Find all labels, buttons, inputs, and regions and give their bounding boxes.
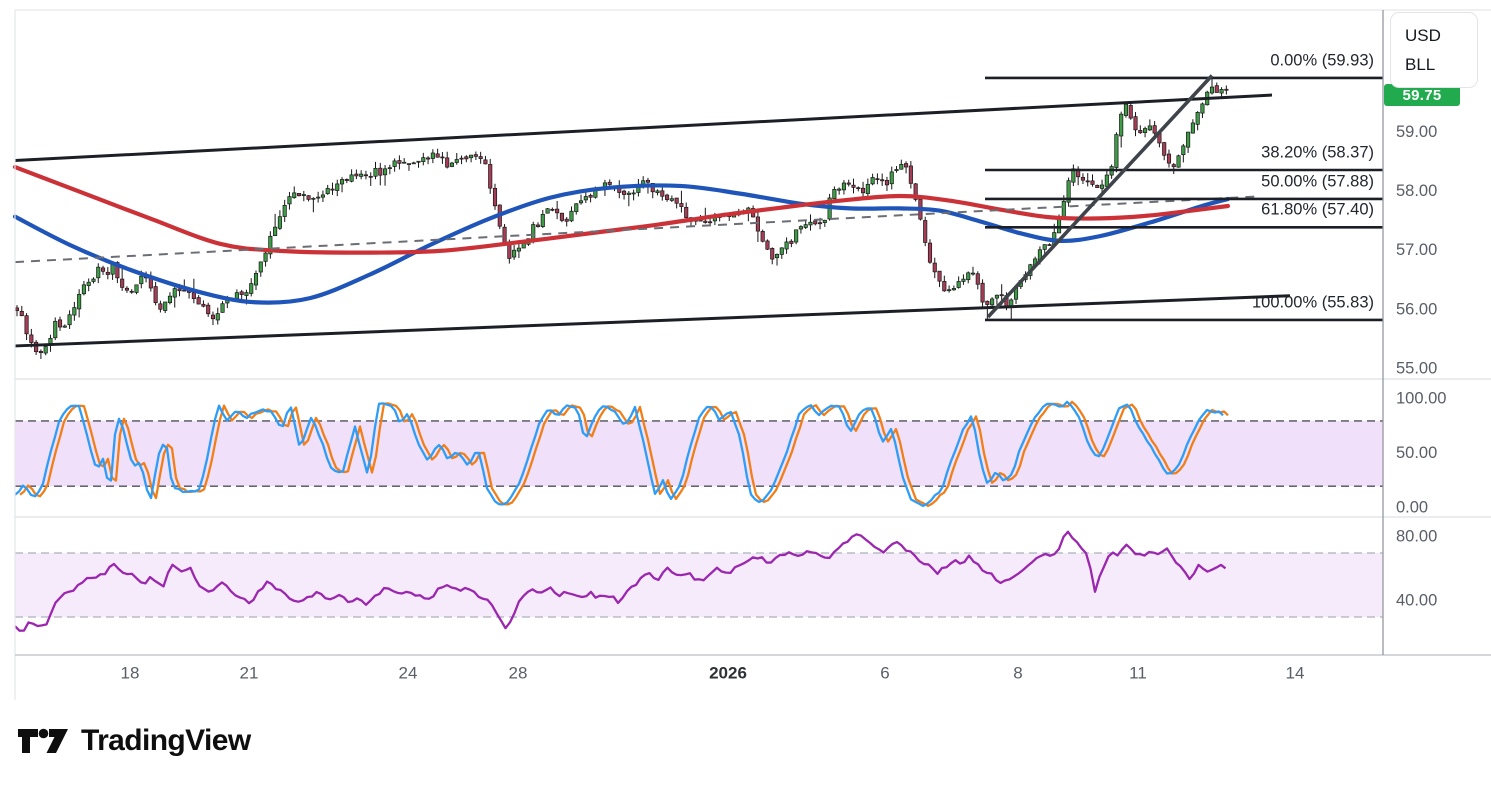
- price-tick-label: 59.00: [1396, 123, 1437, 141]
- ma-slow-blue-line: [12, 183, 1231, 305]
- fib-level-label-1: 38.20% (58.37): [1261, 143, 1374, 161]
- time-tick-label: 8: [1013, 663, 1022, 682]
- fib-level-label-3: 61.80% (57.40): [1261, 201, 1374, 219]
- rsi-tick-label: 40.00: [1396, 591, 1437, 609]
- time-tick-label: 14: [1286, 663, 1305, 682]
- fibonacci-retracement[interactable]: 0.00% (59.93) 38.20% (58.37) 50.00% (57.88…: [985, 51, 1383, 322]
- time-tick-label: 21: [240, 663, 259, 682]
- tradingview-logo[interactable]: TradingView: [16, 722, 251, 760]
- stochastic-k-line: [14, 400, 1224, 508]
- time-tick-label: 2026: [709, 663, 747, 682]
- fib-level-label-0: 0.00% (59.93): [1270, 51, 1374, 69]
- rsi-band: [15, 552, 1383, 618]
- time-axis[interactable]: 18 21 24 28 2026 6 8 11 14: [121, 663, 1305, 682]
- price-tick-label: 58.00: [1396, 182, 1437, 200]
- tradingview-wordmark: TradingView: [81, 724, 251, 757]
- tradingview-icon: [18, 728, 68, 753]
- drawn-trendline[interactable]: [986, 74, 1214, 319]
- rsi-line: [14, 530, 1227, 632]
- stoch-tick-label: 50.00: [1396, 444, 1437, 462]
- last-price-value: 59.75: [1402, 86, 1442, 104]
- channel-lower-line[interactable]: [14, 294, 1291, 348]
- fib-level-label-2: 50.00% (57.88): [1261, 172, 1374, 190]
- stochastic-signal-line: [19, 400, 1229, 508]
- rsi-tick-label: 80.00: [1396, 527, 1437, 545]
- price-scale-currency-label[interactable]: USD: [1405, 26, 1441, 45]
- price-axis[interactable]: 59.00 58.00 57.00 56.00 55.00 100.00 50.00 0.00…: [1396, 123, 1446, 609]
- time-tick-label: 11: [1129, 663, 1147, 682]
- time-tick-label: 6: [880, 663, 889, 682]
- stoch-tick-label: 100.00: [1396, 389, 1446, 407]
- time-tick-label: 24: [399, 663, 418, 682]
- price-scale-unit-label[interactable]: BLL: [1405, 55, 1436, 74]
- last-price-label: 59.75: [1384, 84, 1460, 106]
- price-tick-label: 57.00: [1396, 241, 1437, 259]
- stoch-tick-label: 0.00: [1396, 498, 1428, 516]
- time-tick-label: 18: [121, 663, 140, 682]
- channel-upper-line[interactable]: [14, 93, 1273, 163]
- price-tick-label: 55.00: [1396, 359, 1437, 377]
- price-scale-unit-toggle[interactable]: USD BLL: [1390, 12, 1478, 88]
- time-tick-label: 28: [509, 663, 528, 682]
- fib-level-label-4: 100.00% (55.83): [1252, 293, 1374, 311]
- price-tick-label: 56.00: [1396, 300, 1437, 318]
